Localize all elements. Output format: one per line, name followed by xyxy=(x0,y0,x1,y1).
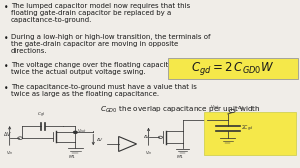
Text: $\Delta V$: $\Delta V$ xyxy=(237,104,245,111)
FancyBboxPatch shape xyxy=(168,58,298,79)
Text: $V_{out}$: $V_{out}$ xyxy=(210,103,220,111)
Text: During a low-high or high-low transition, the terminals of
the gate-drain capaci: During a low-high or high-low transition… xyxy=(11,34,210,54)
Text: The capacitance-to-ground must have a value that is
twice as large as the floati: The capacitance-to-ground must have a va… xyxy=(11,84,197,97)
Text: •: • xyxy=(4,34,9,43)
Text: •: • xyxy=(4,61,9,71)
Text: $\Delta V$: $\Delta V$ xyxy=(143,133,152,140)
Text: $\Delta V$: $\Delta V$ xyxy=(96,136,104,143)
Text: The lumped capacitor model now requires that this
floating gate-drain capacitor : The lumped capacitor model now requires … xyxy=(11,3,190,23)
Text: •: • xyxy=(4,84,9,93)
Text: $M1$: $M1$ xyxy=(68,153,76,160)
Text: The voltage change over the floating capacitor is hence
twice the actual output : The voltage change over the floating cap… xyxy=(11,61,207,74)
Text: $C_{gd} = 2\,C_{GD0}W$: $C_{gd} = 2\,C_{GD0}W$ xyxy=(191,60,274,77)
Text: $C_{GD0}$ the overlap capacitance per unit width: $C_{GD0}$ the overlap capacitance per un… xyxy=(100,105,260,115)
Text: $2C_{gd}$: $2C_{gd}$ xyxy=(241,123,254,134)
Text: $M1$: $M1$ xyxy=(176,154,184,160)
Text: $V_{in}$: $V_{in}$ xyxy=(145,149,153,157)
Text: $V_{in}$: $V_{in}$ xyxy=(6,150,14,157)
Text: $C_{gd}$: $C_{gd}$ xyxy=(38,110,46,119)
Text: $\Delta V$: $\Delta V$ xyxy=(3,130,12,138)
Circle shape xyxy=(74,131,77,133)
FancyBboxPatch shape xyxy=(204,112,296,155)
Text: $V_{out}$: $V_{out}$ xyxy=(77,128,88,135)
Text: •: • xyxy=(4,3,9,12)
